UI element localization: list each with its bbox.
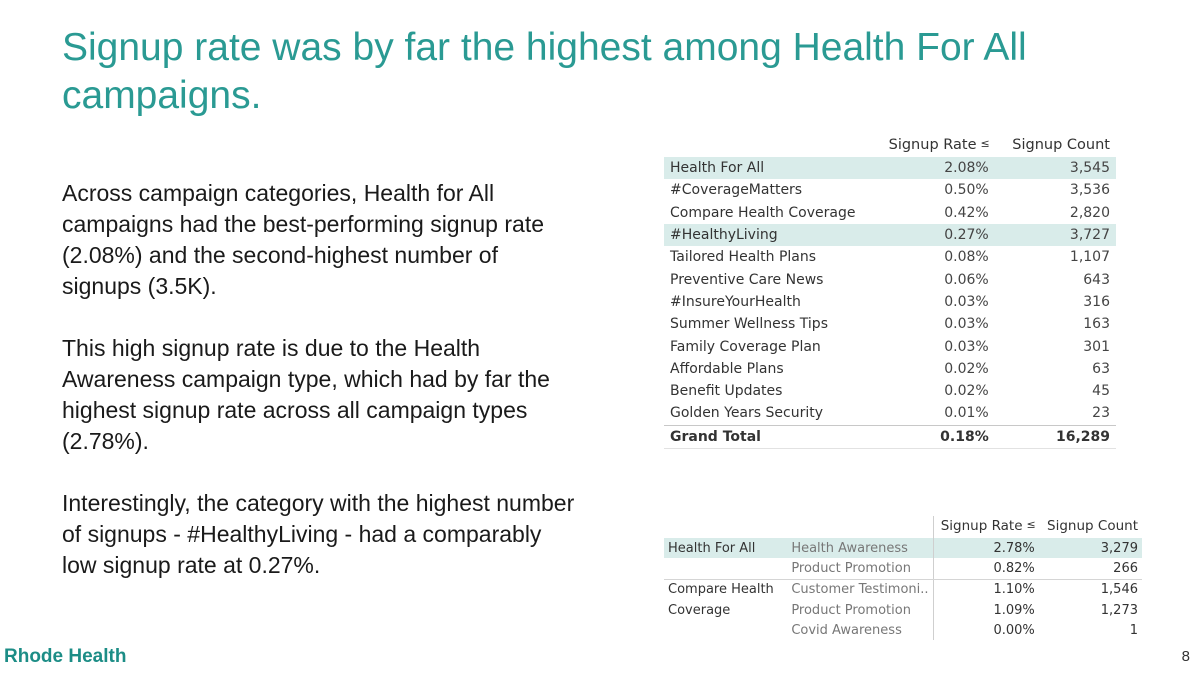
signup-count: 3,279: [1038, 538, 1142, 559]
table-row: Summer Wellness Tips 0.03% 163: [664, 313, 1116, 335]
header-signup-rate[interactable]: Signup Rate ≤: [888, 137, 990, 153]
signup-rate: 0.06%: [944, 271, 989, 288]
campaign-type: Product Promotion: [791, 602, 911, 618]
signup-count: 1: [1129, 622, 1138, 638]
signup-count: 3,536: [1069, 182, 1110, 199]
signup-count: 63: [1092, 360, 1110, 377]
header-signup-count[interactable]: Signup Count: [1012, 137, 1110, 153]
signup-rate: 2.08%: [882, 157, 995, 180]
grand-total-label: Grand Total: [664, 424, 883, 449]
category-name-empty: [664, 558, 788, 580]
campaign-type: Health Awareness: [787, 538, 934, 559]
slide-title: Signup rate was by far the highest among…: [62, 26, 1027, 117]
table-row: Family Coverage Plan 0.03% 301: [664, 335, 1116, 357]
paragraph-1: Across campaign categories, Health for A…: [62, 180, 545, 299]
table-row: #InsureYourHealth 0.03% 316: [664, 291, 1116, 313]
category-name: Health For All: [664, 538, 788, 559]
signup-rate: 2.78%: [932, 538, 1039, 559]
table-row: Preventive Care News 0.06% 643: [664, 268, 1116, 290]
signup-rate: 0.00%: [932, 620, 1039, 641]
table-row: #HealthyLiving 0.27% 3,727: [664, 223, 1116, 247]
table-row: Golden Years Security 0.01% 23: [664, 402, 1116, 425]
campaign-type: Customer Testimoni..: [791, 582, 929, 598]
category-name-empty: [664, 620, 787, 640]
grand-total-rate: 0.18%: [882, 424, 995, 449]
header-blank: [787, 516, 933, 538]
category-name: Golden Years Security: [670, 405, 824, 422]
category-name: Compare Health Coverage: [670, 204, 856, 221]
campaign-type-table: Signup Rate ≤ Signup Count Health For All…: [664, 516, 1142, 641]
signup-count: 3,727: [994, 223, 1116, 247]
table-row: Compare Health Coverage 0.42% 2,820: [664, 202, 1116, 224]
grand-total-row: Grand Total 0.18% 16,289: [664, 424, 1116, 449]
table-row: Benefit Updates 0.02% 45: [664, 380, 1116, 402]
signup-count: 266: [1038, 558, 1142, 580]
category-name: #InsureYourHealth: [670, 293, 801, 310]
category-name: Family Coverage Plan: [670, 338, 821, 355]
header-signup-count[interactable]: Signup Count: [1047, 518, 1138, 534]
category-name: Tailored Health Plans: [670, 249, 817, 266]
signup-count: 1,107: [1069, 249, 1110, 266]
signup-count: 2,820: [1069, 204, 1110, 221]
slide-body: Across campaign categories, Health for A…: [62, 178, 582, 612]
signup-count: 23: [1092, 405, 1110, 422]
brand-logo-text: Rhode Health: [4, 646, 127, 667]
signup-count: 316: [1083, 293, 1110, 310]
signup-rate: 1.10%: [932, 579, 1039, 600]
signup-count: 1,273: [1100, 602, 1138, 618]
signup-rate: 1.09%: [932, 599, 1039, 621]
signup-rate: 0.08%: [944, 249, 989, 266]
signup-rate: 0.03%: [944, 293, 989, 310]
category-name: #CoverageMatters: [670, 182, 803, 199]
paragraph-2: This high signup rate is due to the Heal…: [62, 335, 550, 454]
category-name-line2: Coverage: [668, 602, 731, 618]
signup-rate: 0.50%: [944, 182, 989, 199]
signup-rate: 0.01%: [944, 405, 989, 422]
header-signup-rate[interactable]: Signup Rate ≤: [932, 516, 1039, 538]
table-row: Compare Health Customer Testimoni.. 1.10…: [664, 579, 1142, 600]
paragraph-3: Interestingly, the category with the hig…: [62, 490, 575, 578]
category-name: Benefit Updates: [670, 383, 783, 400]
signup-count: 1,546: [1100, 582, 1138, 598]
category-name: Affordable Plans: [670, 360, 784, 377]
signup-count: 643: [1083, 271, 1110, 288]
signup-rate: 0.03%: [944, 316, 989, 333]
signup-rate: 0.82%: [932, 558, 1039, 580]
category-name: Summer Wellness Tips: [670, 316, 828, 333]
table-row: Health For All 2.08% 3,545: [664, 157, 1116, 180]
header-blank: [664, 516, 787, 538]
table-row: Product Promotion 0.82% 266: [664, 558, 1142, 580]
table-row: Covid Awareness 0.00% 1: [664, 620, 1142, 641]
table-row: #CoverageMatters 0.50% 3,536: [664, 179, 1116, 201]
signup-rate: 0.42%: [944, 204, 989, 221]
category-name-line1: Compare Health: [668, 582, 774, 598]
signup-rate: 0.02%: [944, 383, 989, 400]
table-row: Tailored Health Plans 0.08% 1,107: [664, 246, 1116, 268]
category-name: Preventive Care News: [670, 271, 824, 288]
table-header-row: Signup Rate ≤ Signup Count: [664, 135, 1116, 157]
sort-descending-icon[interactable]: ≤: [980, 137, 990, 150]
header-blank: [664, 135, 883, 157]
grand-total-count: 16,289: [994, 424, 1116, 449]
table-row: Affordable Plans 0.02% 63: [664, 358, 1116, 380]
category-name: #HealthyLiving: [664, 223, 883, 247]
table-header-row: Signup Rate ≤ Signup Count: [664, 516, 1142, 538]
signup-count: 3,545: [994, 157, 1116, 180]
sort-descending-icon[interactable]: ≤: [1026, 518, 1036, 531]
category-name: Health For All: [664, 157, 883, 180]
signup-rate: 0.27%: [882, 223, 995, 247]
signup-rate: 0.02%: [944, 360, 989, 377]
table-row: Health For All Health Awareness 2.78% 3,…: [664, 538, 1142, 559]
category-signup-table: Signup Rate ≤ Signup Count Health For All…: [664, 135, 1116, 449]
campaign-type: Product Promotion: [787, 558, 934, 580]
campaign-type: Covid Awareness: [791, 622, 902, 638]
signup-count: 301: [1083, 338, 1110, 355]
page-number: 8: [1181, 648, 1190, 665]
table-row: Coverage Product Promotion 1.09% 1,273: [664, 599, 1142, 621]
signup-count: 163: [1083, 316, 1110, 333]
signup-count: 45: [1092, 383, 1110, 400]
signup-rate: 0.03%: [944, 338, 989, 355]
